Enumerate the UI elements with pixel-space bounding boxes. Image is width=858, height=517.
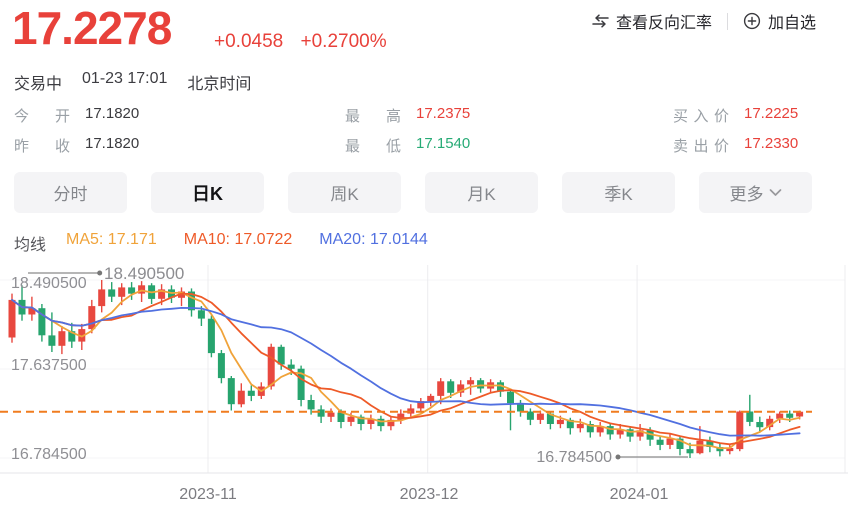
ma10-value: MA10: 17.0722 (183, 231, 293, 248)
view-reverse-rate-button[interactable]: 查看反向汇率 (592, 9, 712, 33)
tab-weekly-k[interactable]: 周K (288, 172, 401, 213)
x-axis-label-nov: 2023-11 (179, 486, 237, 503)
header-actions: 查看反向汇率 加自选 (592, 9, 816, 33)
stat-today-open: 今 开 17.1820 (14, 105, 140, 125)
ma-legend: 均线 MA5: 17.171 MA10: 17.0722 MA20: 17.01… (14, 231, 428, 255)
trading-status: 交易中 (14, 76, 63, 93)
tab-more[interactable]: 更多 (699, 172, 812, 213)
timezone-label: 北京时间 (187, 76, 252, 93)
tab-timeline[interactable]: 分时 (14, 172, 127, 213)
quote-datetime: 01-23 17:01 (82, 70, 168, 87)
stat-prev-close: 昨 收 17.1820 (14, 135, 140, 155)
tab-more-label: 更多 (729, 185, 764, 204)
ma-legend-title: 均线 (14, 237, 47, 254)
period-tabs: 分时 日K 周K 月K 季K 更多 (14, 172, 812, 213)
swap-arrows-icon (592, 14, 609, 28)
add-watchlist-label: 加自选 (767, 15, 816, 32)
tab-quarterly-k[interactable]: 季K (562, 172, 675, 213)
price-change: +0.0458 +0.2700% (214, 31, 387, 53)
add-watchlist-button[interactable]: 加自选 (743, 9, 816, 33)
price-change-percent: +0.2700% (300, 31, 387, 52)
ma20-value: MA20: 17.0144 (319, 231, 428, 248)
ma5-value: MA5: 17.171 (66, 231, 157, 248)
tab-monthly-k[interactable]: 月K (425, 172, 538, 213)
x-axis-label-dec: 2023-12 (399, 486, 459, 503)
current-price: 17.2278 (12, 2, 172, 54)
plus-circle-icon (743, 12, 761, 30)
view-reverse-rate-label: 查看反向汇率 (615, 15, 712, 32)
stat-day-low: 最 低 17.1540 (345, 135, 471, 155)
chevron-down-icon (769, 188, 782, 197)
tab-daily-k[interactable]: 日K (151, 172, 264, 213)
stat-ask-price: 卖 出 价 17.2330 (673, 135, 799, 155)
price-change-value: +0.0458 (214, 31, 284, 52)
actions-divider (726, 12, 728, 30)
kline-chart-area[interactable] (0, 260, 845, 473)
stat-day-high: 最 高 17.2375 (345, 105, 471, 125)
stat-bid-price: 买 入 价 17.2225 (673, 105, 799, 125)
trading-status-row: 交易中 01-23 17:01 北京时间 (14, 70, 251, 94)
x-axis-label-jan: 2024-01 (609, 486, 669, 503)
